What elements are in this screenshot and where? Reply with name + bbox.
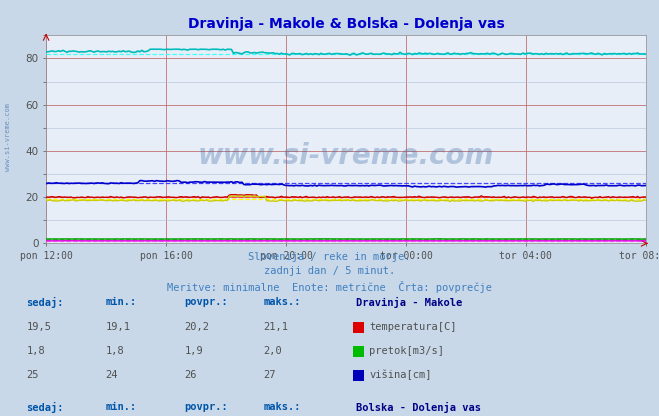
Text: 1,9: 1,9 xyxy=(185,346,203,356)
Text: min.:: min.: xyxy=(105,402,136,412)
Text: 1,8: 1,8 xyxy=(105,346,124,356)
Text: min.:: min.: xyxy=(105,297,136,307)
Title: Dravinja - Makole & Bolska - Dolenja vas: Dravinja - Makole & Bolska - Dolenja vas xyxy=(188,17,504,32)
Text: Meritve: minimalne  Enote: metrične  Črta: povprečje: Meritve: minimalne Enote: metrične Črta:… xyxy=(167,281,492,293)
Text: povpr.:: povpr.: xyxy=(185,297,228,307)
Text: 21,1: 21,1 xyxy=(264,322,289,332)
Text: 19,1: 19,1 xyxy=(105,322,130,332)
Text: 25: 25 xyxy=(26,370,39,380)
Text: 2,0: 2,0 xyxy=(264,346,282,356)
Text: 27: 27 xyxy=(264,370,276,380)
Text: maks.:: maks.: xyxy=(264,297,301,307)
Text: maks.:: maks.: xyxy=(264,402,301,412)
Text: Bolska - Dolenja vas: Bolska - Dolenja vas xyxy=(356,402,481,414)
Text: Dravinja - Makole: Dravinja - Makole xyxy=(356,297,462,309)
Text: zadnji dan / 5 minut.: zadnji dan / 5 minut. xyxy=(264,266,395,276)
Text: 20,2: 20,2 xyxy=(185,322,210,332)
Text: povpr.:: povpr.: xyxy=(185,402,228,412)
Text: sedaj:: sedaj: xyxy=(26,297,64,309)
Text: www.si-vreme.com: www.si-vreme.com xyxy=(5,103,11,171)
Text: 19,5: 19,5 xyxy=(26,322,51,332)
Text: pretok[m3/s]: pretok[m3/s] xyxy=(369,346,444,356)
Text: 24: 24 xyxy=(105,370,118,380)
Text: www.si-vreme.com: www.si-vreme.com xyxy=(198,142,494,170)
Text: 26: 26 xyxy=(185,370,197,380)
Text: Slovenija / reke in morje.: Slovenija / reke in morje. xyxy=(248,252,411,262)
Text: temperatura[C]: temperatura[C] xyxy=(369,322,457,332)
Text: sedaj:: sedaj: xyxy=(26,402,64,414)
Text: 1,8: 1,8 xyxy=(26,346,45,356)
Text: višina[cm]: višina[cm] xyxy=(369,370,432,380)
